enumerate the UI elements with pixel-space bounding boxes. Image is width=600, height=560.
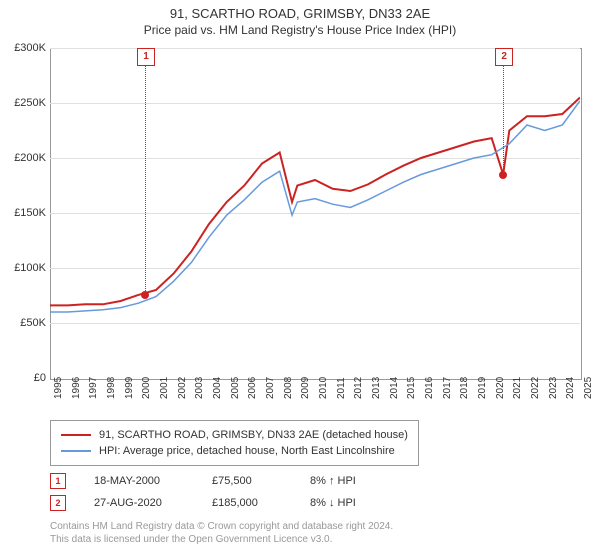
marker-vline bbox=[503, 66, 504, 175]
xtick-label: 2016 bbox=[424, 377, 435, 399]
legend-label: 91, SCARTHO ROAD, GRIMSBY, DN33 2AE (det… bbox=[99, 427, 408, 443]
series-hpi bbox=[50, 101, 580, 312]
xtick-label: 2015 bbox=[406, 377, 417, 399]
xtick-label: 2009 bbox=[300, 377, 311, 399]
ytick-label: £150K bbox=[14, 207, 46, 219]
legend-label: HPI: Average price, detached house, Nort… bbox=[99, 443, 395, 459]
table-row: 2 27-AUG-2020 £185,000 8% ↓ HPI bbox=[50, 492, 390, 514]
marker-badge: 1 bbox=[50, 473, 66, 489]
xtick-label: 2005 bbox=[230, 377, 241, 399]
marker-box: 1 bbox=[137, 48, 155, 66]
xtick-label: 2023 bbox=[548, 377, 559, 399]
xtick-label: 1995 bbox=[53, 377, 64, 399]
marker-dot bbox=[499, 171, 507, 179]
footer: Contains HM Land Registry data © Crown c… bbox=[50, 520, 393, 546]
marker-box: 2 bbox=[495, 48, 513, 66]
xtick-label: 1997 bbox=[88, 377, 99, 399]
legend-swatch bbox=[61, 450, 91, 452]
transaction-table: 1 18-MAY-2000 £75,500 8% ↑ HPI 2 27-AUG-… bbox=[50, 470, 390, 514]
xtick-label: 2024 bbox=[565, 377, 576, 399]
tx-price: £185,000 bbox=[212, 497, 282, 509]
legend-swatch bbox=[61, 434, 91, 436]
xtick-label: 2025 bbox=[583, 377, 594, 399]
footer-line1: Contains HM Land Registry data © Crown c… bbox=[50, 520, 393, 533]
xtick-label: 2002 bbox=[177, 377, 188, 399]
ytick-label: £300K bbox=[14, 42, 46, 54]
xtick-label: 2001 bbox=[159, 377, 170, 399]
chart-title: 91, SCARTHO ROAD, GRIMSBY, DN33 2AE bbox=[0, 0, 600, 21]
xtick-label: 2019 bbox=[477, 377, 488, 399]
xtick-label: 2008 bbox=[283, 377, 294, 399]
ytick-label: £200K bbox=[14, 152, 46, 164]
xtick-label: 2022 bbox=[530, 377, 541, 399]
marker-vline bbox=[145, 66, 146, 295]
tx-hpi: 8% ↑ HPI bbox=[310, 475, 390, 487]
marker-badge: 2 bbox=[50, 495, 66, 511]
xtick-label: 2017 bbox=[442, 377, 453, 399]
xtick-label: 2010 bbox=[318, 377, 329, 399]
xtick-label: 2003 bbox=[194, 377, 205, 399]
xtick-label: 1998 bbox=[106, 377, 117, 399]
xtick-label: 2004 bbox=[212, 377, 223, 399]
xtick-label: 1999 bbox=[124, 377, 135, 399]
xtick-label: 2021 bbox=[512, 377, 523, 399]
xtick-label: 2014 bbox=[389, 377, 400, 399]
chart-area: £0£50K£100K£150K£200K£250K£300K 19951996… bbox=[50, 48, 580, 378]
xtick-label: 2000 bbox=[141, 377, 152, 399]
tx-hpi: 8% ↓ HPI bbox=[310, 497, 390, 509]
ytick-label: £100K bbox=[14, 262, 46, 274]
xtick-label: 1996 bbox=[71, 377, 82, 399]
tx-date: 27-AUG-2020 bbox=[94, 497, 184, 509]
ytick-label: £250K bbox=[14, 97, 46, 109]
ytick-label: £0 bbox=[34, 372, 46, 384]
legend-item: 91, SCARTHO ROAD, GRIMSBY, DN33 2AE (det… bbox=[61, 427, 408, 443]
xtick-label: 2011 bbox=[336, 377, 347, 399]
xtick-label: 2006 bbox=[247, 377, 258, 399]
xtick-label: 2020 bbox=[495, 377, 506, 399]
marker-dot bbox=[141, 291, 149, 299]
footer-line2: This data is licensed under the Open Gov… bbox=[50, 533, 393, 546]
xtick-label: 2018 bbox=[459, 377, 470, 399]
table-row: 1 18-MAY-2000 £75,500 8% ↑ HPI bbox=[50, 470, 390, 492]
ytick-label: £50K bbox=[20, 317, 46, 329]
chart-lines bbox=[50, 48, 580, 378]
xtick-label: 2007 bbox=[265, 377, 276, 399]
chart-subtitle: Price paid vs. HM Land Registry's House … bbox=[0, 21, 600, 41]
xtick-label: 2013 bbox=[371, 377, 382, 399]
tx-price: £75,500 bbox=[212, 475, 282, 487]
tx-date: 18-MAY-2000 bbox=[94, 475, 184, 487]
series-price_paid bbox=[50, 98, 580, 306]
legend-item: HPI: Average price, detached house, Nort… bbox=[61, 443, 408, 459]
legend: 91, SCARTHO ROAD, GRIMSBY, DN33 2AE (det… bbox=[50, 420, 419, 466]
xtick-label: 2012 bbox=[353, 377, 364, 399]
